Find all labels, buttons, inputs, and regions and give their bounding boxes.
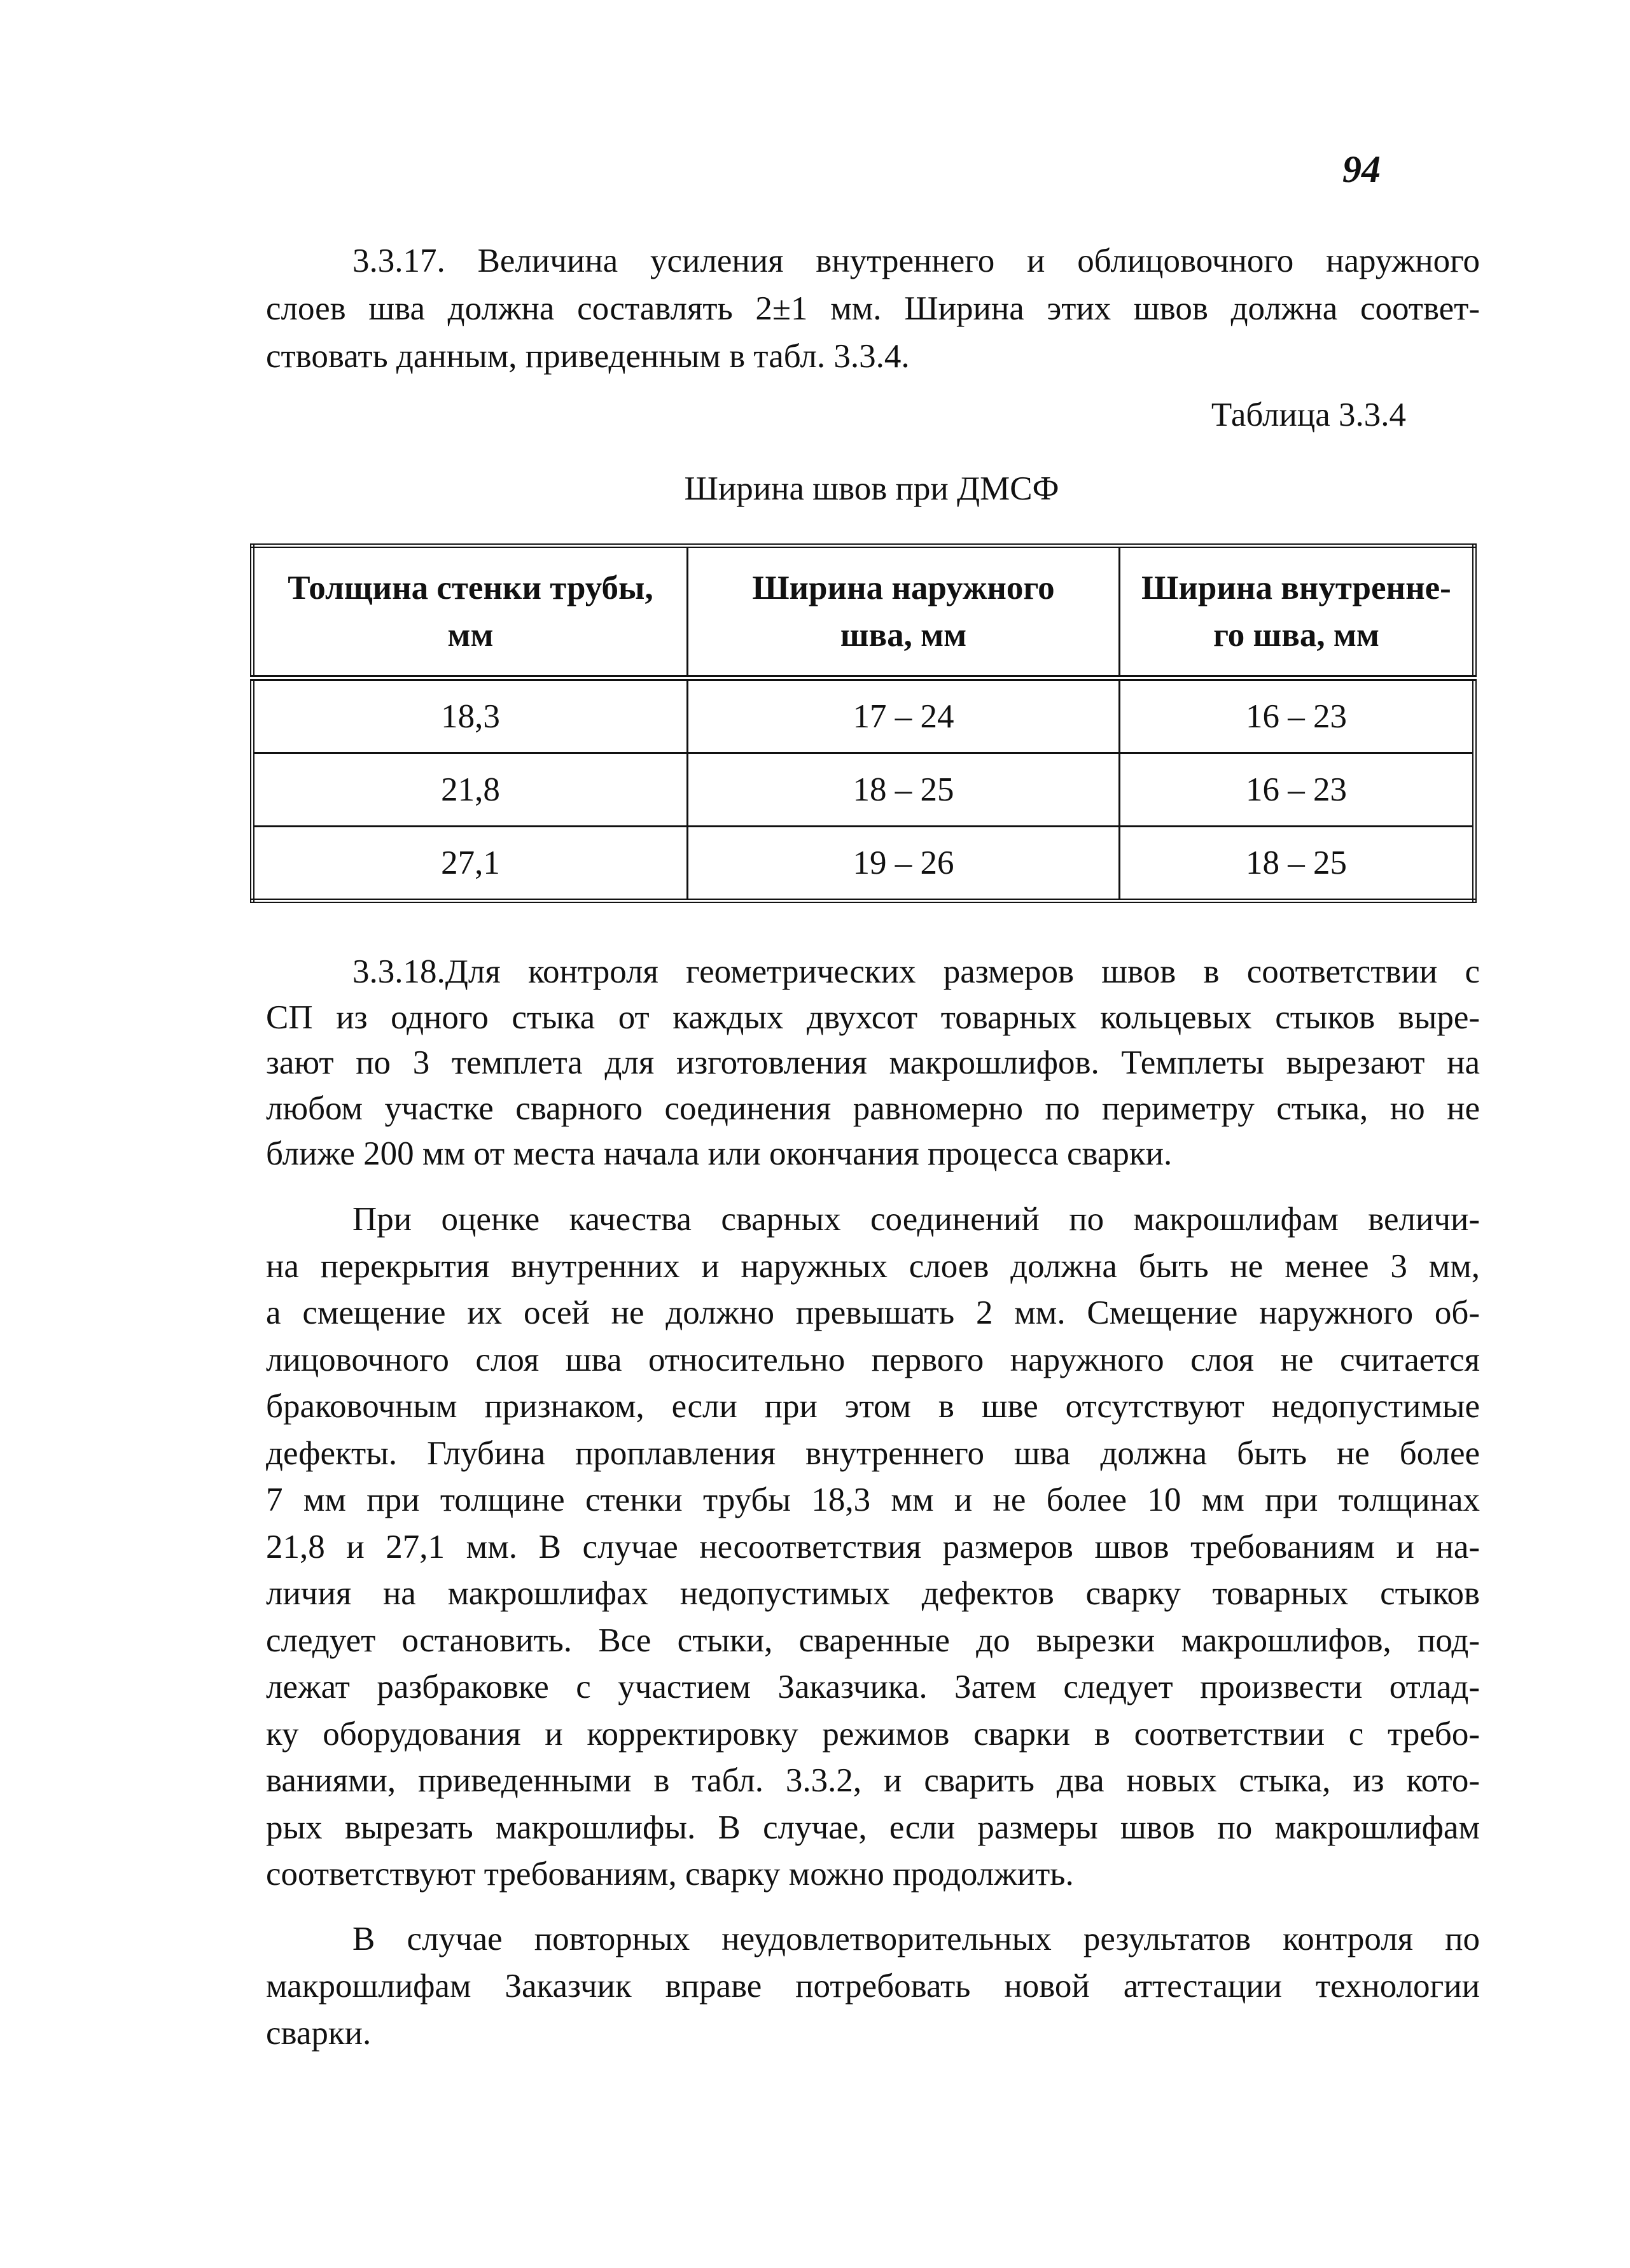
text-line: лежат разбраковке с участием Заказчика. … xyxy=(266,1669,1480,1705)
header-line: Ширина наружного xyxy=(752,570,1055,606)
text-line: любом участке сварного соединения равном… xyxy=(266,1089,1480,1127)
text-line: следует остановить. Все стыки, сваренные… xyxy=(266,1621,1480,1659)
text-line: слоев шва должна составлять 2±1 мм. Шири… xyxy=(266,290,1480,327)
text-line: 3.3.17. Величина усиления внутреннего и … xyxy=(352,242,1480,279)
text-line: зают по 3 темплета для изготовления макр… xyxy=(266,1044,1480,1081)
header-outer-weld-width: Ширина наружного шва, мм xyxy=(686,545,1120,679)
table-cell: 21,8 xyxy=(251,752,688,827)
header-line: го шва, мм xyxy=(1213,617,1380,654)
text-line: 7 мм при толщине стенки трубы 18,3 мм и … xyxy=(266,1481,1480,1518)
text-line: ствовать данным, приведенным в табл. 3.3… xyxy=(266,338,910,375)
table-caption: Ширина швов при ДМСФ xyxy=(684,470,1059,507)
weld-width-table: Толщина стенки трубы, мм Ширина наружного… xyxy=(250,543,1477,903)
text-line: СП из одного стыка от каждых двухсот тов… xyxy=(266,998,1480,1036)
text-line: При оценке качества сварных соединений п… xyxy=(352,1201,1480,1238)
text-line: а смещение их осей не должно превышать 2… xyxy=(266,1294,1480,1331)
text-line: 21,8 и 27,1 мм. В случае несоответствия … xyxy=(266,1528,1480,1565)
header-line: Толщина стенки трубы, xyxy=(288,570,653,606)
text-line: лицовочного слоя шва относительно первог… xyxy=(266,1341,1480,1378)
table-cell: 17 – 24 xyxy=(686,677,1120,754)
table-row: 27,1 19 – 26 18 – 25 xyxy=(251,825,1475,902)
table-cell: 19 – 26 xyxy=(686,825,1120,902)
paragraph-3-3-17: 3.3.17. Величина усиления внутреннего и … xyxy=(266,237,1480,381)
text-line: 3.3.18.Для контроля геометрических разме… xyxy=(352,953,1480,990)
header-line: Ширина внутренне- xyxy=(1141,570,1451,606)
header-line: мм xyxy=(447,617,494,654)
paragraph-repeat-failure: В случае повторных неудовлетворительных … xyxy=(266,1915,1480,2057)
text-line: на перекрытия внутренних и наружных слое… xyxy=(266,1247,1480,1285)
text-line: рых вырезать макрошлифы. В случае, если … xyxy=(266,1809,1480,1846)
table-cell: 16 – 23 xyxy=(1118,677,1475,754)
table-cell: 16 – 23 xyxy=(1118,752,1475,827)
table-cell: 18 – 25 xyxy=(1118,825,1475,902)
table-cell: 27,1 xyxy=(251,825,688,902)
paragraph-macro-evaluation: При оценке качества сварных соединений п… xyxy=(266,1196,1480,1898)
text-line: ваниями, приведенными в табл. 3.3.2, и с… xyxy=(266,1762,1480,1799)
table-header-row: Толщина стенки трубы, мм Ширина наружного… xyxy=(251,545,1475,679)
text-line: дефекты. Глубина проплавления внутреннег… xyxy=(266,1434,1480,1472)
header-line: шва, мм xyxy=(840,617,967,654)
table-cell: 18 – 25 xyxy=(686,752,1120,827)
header-inner-weld-width: Ширина внутренне-го шва, мм xyxy=(1118,545,1475,679)
table-row: 21,8 18 – 25 16 – 23 xyxy=(251,752,1475,827)
text-line: личия на макрошлифах недопустимых дефект… xyxy=(266,1575,1480,1612)
table-row: 18,3 17 – 24 16 – 23 xyxy=(251,677,1475,754)
text-line: макрошлифам Заказчик вправе потребовать … xyxy=(266,1968,1480,2005)
table-cell: 18,3 xyxy=(251,677,688,754)
text-line: В случае повторных неудовлетворительных … xyxy=(352,1921,1480,1957)
table-label: Таблица 3.3.4 xyxy=(1211,396,1406,433)
text-line: ближе 200 мм от места начала или окончан… xyxy=(266,1135,1173,1172)
text-line: соответствуют требованиям, сварку можно … xyxy=(266,1856,1074,1893)
text-line: браковочным признаком, если при этом в ш… xyxy=(266,1388,1480,1425)
text-line: ку оборудования и корректировку режимов … xyxy=(266,1715,1480,1753)
header-wall-thickness: Толщина стенки трубы, мм xyxy=(251,545,688,679)
page-number: 94 xyxy=(1342,148,1381,190)
paragraph-3-3-18: 3.3.18.Для контроля геометрических разме… xyxy=(266,949,1480,1177)
text-line: сварки. xyxy=(266,2015,372,2052)
